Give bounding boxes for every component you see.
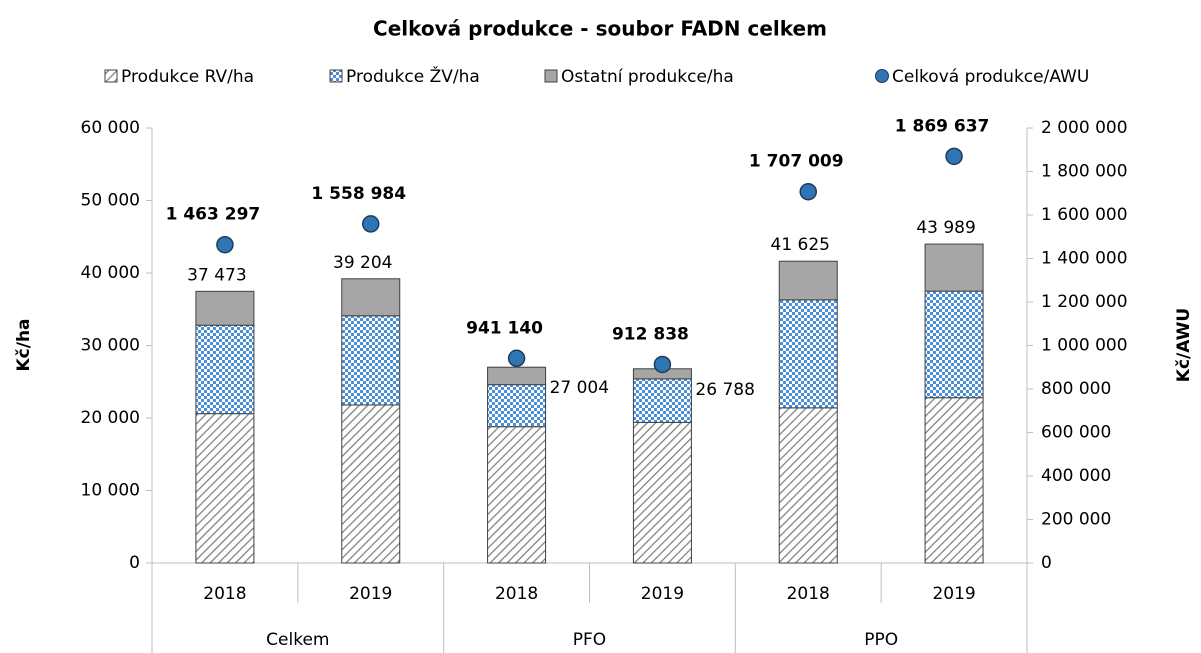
y2-tick-label: 200 000 [1041, 510, 1111, 530]
point [507, 349, 526, 368]
y-tick-label: 10 000 [81, 481, 140, 501]
bar-segment [487, 366, 547, 386]
bar-segment [632, 378, 692, 423]
x-tick-label: 2018 [787, 584, 830, 604]
total-label: 43 989 [916, 218, 975, 238]
group-label: PPO [864, 630, 898, 650]
bar-segment [924, 290, 984, 399]
x-tick-label: 2018 [495, 584, 538, 604]
y2-axis-title: Kč/AWU [1174, 308, 1194, 382]
total-label: 37 473 [187, 265, 246, 285]
bar-segment [487, 426, 547, 564]
point-label: 1 707 009 [749, 152, 844, 172]
total-label: 39 204 [333, 253, 392, 273]
chart-title: Celková produkce - soubor FADN celkem [373, 17, 827, 41]
bar-segment [195, 290, 255, 326]
y2-tick-label: 1 200 000 [1041, 292, 1128, 312]
bar-segment [341, 404, 401, 564]
point [362, 215, 380, 233]
y2-tick-label: 2 000 000 [1041, 118, 1128, 138]
point [945, 147, 963, 166]
total-label: 41 625 [771, 235, 830, 255]
legend-label: Celková produkce/AWU [892, 67, 1089, 87]
point-label: 941 140 [466, 318, 543, 338]
group-label: Celkem [266, 630, 329, 650]
bar-segment [778, 407, 838, 564]
bar-segment [341, 278, 401, 317]
point-label: 1 558 984 [311, 184, 406, 204]
y-tick-label: 60 000 [81, 118, 140, 138]
y-axis-title: Kč/ha [14, 318, 34, 371]
total-label: 26 788 [695, 380, 754, 400]
y2-tick-label: 600 000 [1041, 423, 1111, 443]
x-tick-label: 2018 [203, 584, 246, 604]
y-tick-label: 0 [129, 553, 140, 573]
bar-segment [924, 397, 984, 564]
legend-swatch [329, 69, 343, 83]
bar-segment [195, 413, 255, 564]
bar-segment [341, 315, 401, 406]
legend-swatch [104, 69, 118, 83]
point [216, 235, 234, 254]
y2-tick-label: 1 600 000 [1041, 205, 1128, 225]
point [653, 355, 672, 374]
x-tick-label: 2019 [932, 584, 975, 604]
bar-segment [195, 324, 255, 415]
y2-tick-label: 800 000 [1041, 379, 1111, 399]
point-label: 912 838 [612, 324, 689, 344]
total-label: 27 004 [550, 378, 609, 398]
bar-segment [778, 260, 838, 301]
y2-tick-label: 1 400 000 [1041, 249, 1128, 269]
y-tick-label: 20 000 [81, 408, 140, 428]
y-tick-label: 30 000 [81, 336, 140, 356]
y2-tick-label: 0 [1041, 553, 1052, 573]
y2-tick-label: 1 800 000 [1041, 162, 1128, 182]
bar-segment [778, 299, 838, 409]
legend-label: Produkce RV/ha [121, 67, 254, 87]
legend-label: Ostatní produkce/ha [561, 67, 734, 87]
group-label: PFO [573, 630, 606, 650]
y-tick-label: 40 000 [81, 263, 140, 283]
legend-swatch [875, 69, 889, 83]
x-tick-label: 2019 [349, 584, 392, 604]
bar-segment [632, 421, 692, 564]
x-tick-label: 2019 [641, 584, 684, 604]
legend-swatch [544, 69, 558, 83]
point [799, 182, 817, 201]
y2-tick-label: 400 000 [1041, 466, 1111, 486]
bar-segment [487, 384, 547, 428]
legend-label: Produkce ŽV/ha [346, 65, 480, 87]
bar-segment [924, 243, 984, 292]
y-tick-label: 50 000 [81, 191, 140, 211]
y2-tick-label: 1 000 000 [1041, 336, 1128, 356]
point-label: 1 869 637 [895, 116, 990, 136]
point-label: 1 463 297 [166, 205, 261, 225]
